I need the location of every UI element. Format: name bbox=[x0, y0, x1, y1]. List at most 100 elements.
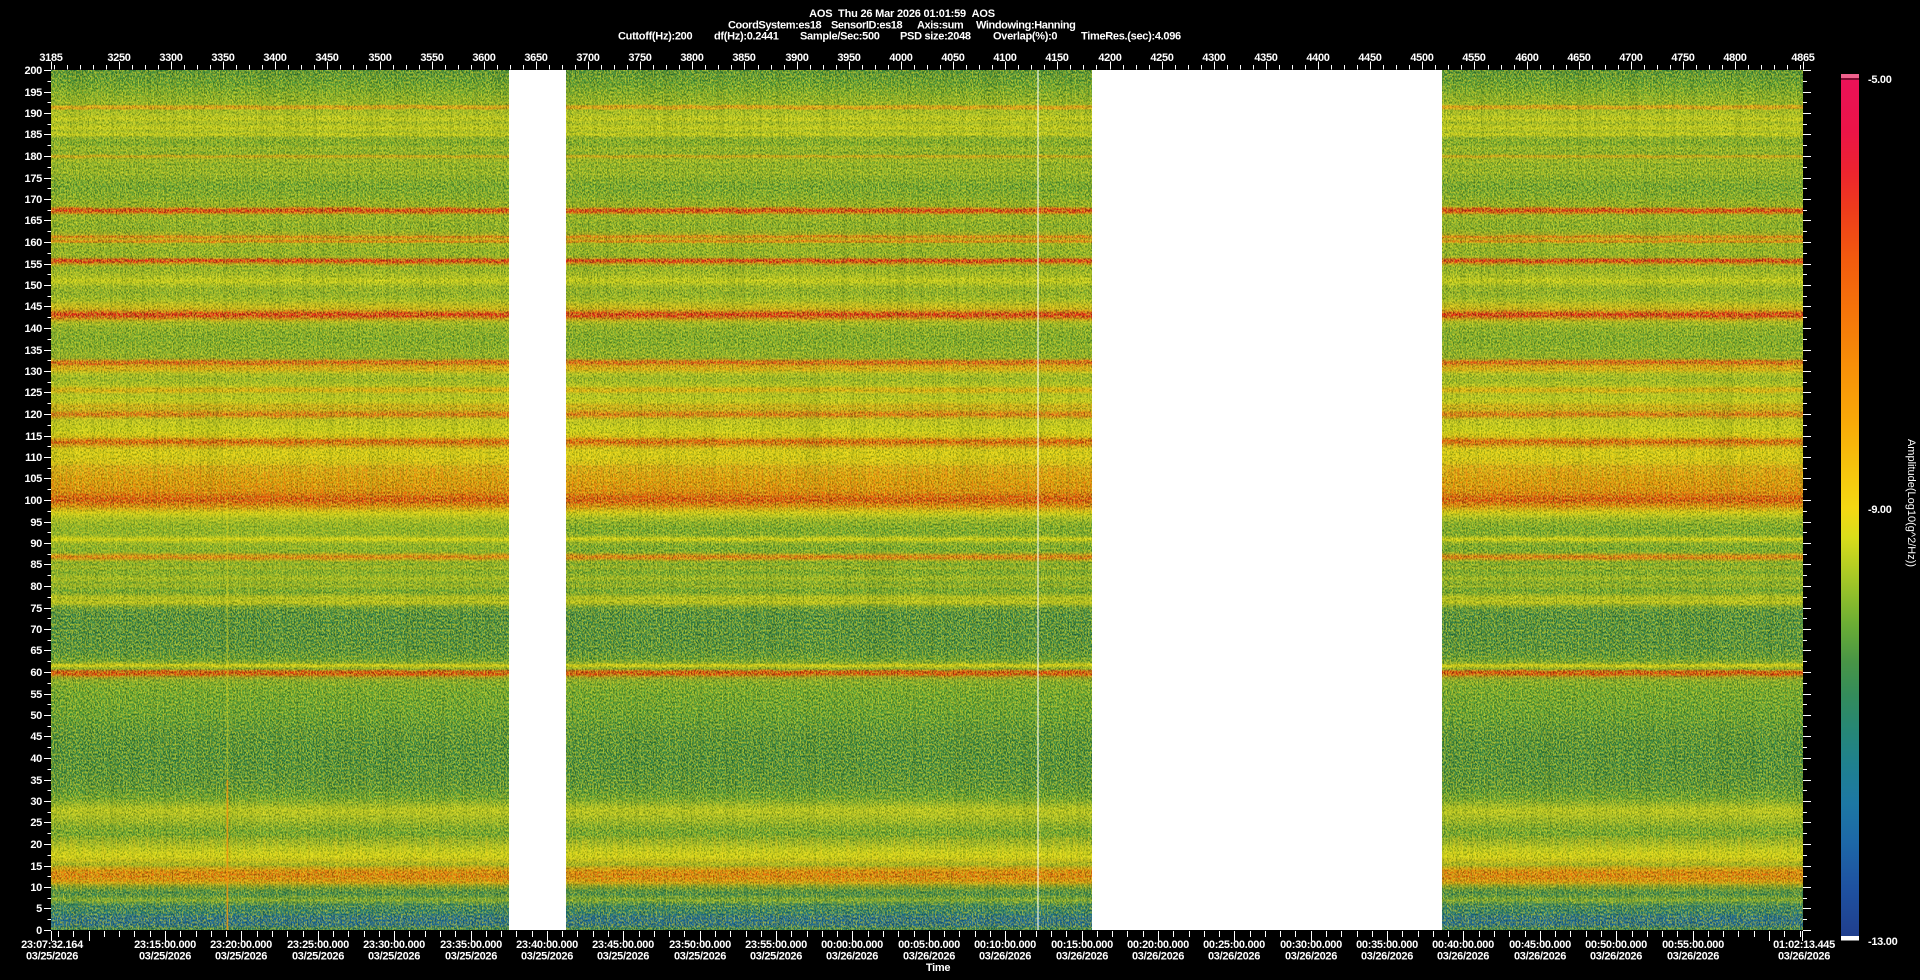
svg-text:145: 145 bbox=[25, 301, 43, 313]
svg-text:4150: 4150 bbox=[1045, 52, 1068, 64]
svg-text:00:10:00.000: 00:10:00.000 bbox=[974, 939, 1036, 951]
svg-text:Time: Time bbox=[926, 962, 950, 974]
svg-text:00:25:00.000: 00:25:00.000 bbox=[1203, 939, 1265, 951]
svg-text:CoordSystem:es18: CoordSystem:es18 bbox=[728, 20, 822, 32]
svg-text:150: 150 bbox=[25, 280, 43, 292]
svg-text:140: 140 bbox=[25, 323, 43, 335]
svg-text:130: 130 bbox=[25, 366, 43, 378]
svg-text:03/25/2026: 03/25/2026 bbox=[521, 951, 573, 963]
svg-text:3350: 3350 bbox=[211, 52, 234, 64]
svg-text:3550: 3550 bbox=[420, 52, 443, 64]
svg-text:75: 75 bbox=[30, 603, 42, 615]
svg-text:23:50:00.000: 23:50:00.000 bbox=[669, 939, 731, 951]
svg-text:4300: 4300 bbox=[1202, 52, 1225, 64]
svg-text:00:00:00.000: 00:00:00.000 bbox=[821, 939, 883, 951]
svg-text:4350: 4350 bbox=[1254, 52, 1277, 64]
svg-text:-13.00: -13.00 bbox=[1868, 936, 1898, 948]
svg-text:SensorID:es18: SensorID:es18 bbox=[831, 20, 903, 32]
svg-text:125: 125 bbox=[25, 387, 43, 399]
svg-text:3750: 3750 bbox=[628, 52, 651, 64]
svg-text:00:05:00.000: 00:05:00.000 bbox=[898, 939, 960, 951]
svg-text:4500: 4500 bbox=[1410, 52, 1433, 64]
svg-text:4865: 4865 bbox=[1791, 52, 1814, 64]
svg-text:03/26/2026: 03/26/2026 bbox=[1208, 951, 1260, 963]
svg-text:4450: 4450 bbox=[1358, 52, 1381, 64]
svg-text:23:15:00.000: 23:15:00.000 bbox=[134, 939, 196, 951]
svg-text:03/26/2026: 03/26/2026 bbox=[1514, 951, 1566, 963]
svg-text:15: 15 bbox=[30, 861, 42, 873]
svg-text:03/25/2026: 03/25/2026 bbox=[26, 951, 78, 963]
svg-text:-5.00: -5.00 bbox=[1868, 74, 1892, 86]
svg-text:3250: 3250 bbox=[107, 52, 130, 64]
svg-text:03/25/2026: 03/25/2026 bbox=[368, 951, 420, 963]
svg-text:4550: 4550 bbox=[1462, 52, 1485, 64]
svg-text:95: 95 bbox=[30, 517, 42, 529]
svg-text:4700: 4700 bbox=[1619, 52, 1642, 64]
svg-text:4600: 4600 bbox=[1515, 52, 1538, 64]
svg-text:135: 135 bbox=[25, 345, 43, 357]
svg-text:Sample/Sec:500: Sample/Sec:500 bbox=[800, 31, 880, 43]
svg-text:20: 20 bbox=[30, 839, 42, 851]
svg-text:195: 195 bbox=[25, 87, 43, 99]
svg-text:23:35:00.000: 23:35:00.000 bbox=[440, 939, 502, 951]
svg-text:160: 160 bbox=[25, 237, 43, 249]
svg-text:PSD size:2048: PSD size:2048 bbox=[900, 31, 971, 43]
svg-text:165: 165 bbox=[25, 215, 43, 227]
svg-text:03/26/2026: 03/26/2026 bbox=[903, 951, 955, 963]
svg-text:4750: 4750 bbox=[1671, 52, 1694, 64]
svg-text:10: 10 bbox=[30, 882, 42, 894]
svg-text:01:02:13.445: 01:02:13.445 bbox=[1773, 939, 1835, 951]
svg-text:Amplitude(Log10(g^2/Hz)): Amplitude(Log10(g^2/Hz)) bbox=[1905, 439, 1917, 567]
svg-text:100: 100 bbox=[25, 495, 43, 507]
svg-text:30: 30 bbox=[30, 796, 42, 808]
svg-text:45: 45 bbox=[30, 731, 42, 743]
svg-text:03/26/2026: 03/26/2026 bbox=[979, 951, 1031, 963]
svg-text:00:50:00.000: 00:50:00.000 bbox=[1585, 939, 1647, 951]
svg-text:03/26/2026: 03/26/2026 bbox=[1667, 951, 1719, 963]
svg-text:00:20:00.000: 00:20:00.000 bbox=[1127, 939, 1189, 951]
svg-text:115: 115 bbox=[25, 431, 42, 443]
svg-text:3300: 3300 bbox=[159, 52, 182, 64]
svg-text:00:40:00.000: 00:40:00.000 bbox=[1432, 939, 1494, 951]
svg-text:23:45:00.000: 23:45:00.000 bbox=[592, 939, 654, 951]
svg-text:3450: 3450 bbox=[315, 52, 338, 64]
svg-text:23:25:00.000: 23:25:00.000 bbox=[287, 939, 349, 951]
svg-text:50: 50 bbox=[30, 710, 42, 722]
svg-text:185: 185 bbox=[25, 129, 43, 141]
svg-text:3650: 3650 bbox=[524, 52, 547, 64]
svg-text:23:07:32.164: 23:07:32.164 bbox=[21, 939, 84, 951]
svg-text:4650: 4650 bbox=[1567, 52, 1590, 64]
svg-text:03/26/2026: 03/26/2026 bbox=[1285, 951, 1337, 963]
svg-text:Windowing:Hanning: Windowing:Hanning bbox=[976, 20, 1075, 32]
svg-text:03/26/2026: 03/26/2026 bbox=[1132, 951, 1184, 963]
svg-text:3850: 3850 bbox=[732, 52, 755, 64]
svg-text:40: 40 bbox=[30, 753, 42, 765]
svg-text:00:35:00.000: 00:35:00.000 bbox=[1356, 939, 1418, 951]
svg-text:00:55:00.000: 00:55:00.000 bbox=[1662, 939, 1724, 951]
svg-text:180: 180 bbox=[25, 151, 43, 163]
svg-text:Axis:sum: Axis:sum bbox=[917, 20, 964, 32]
svg-text:4100: 4100 bbox=[993, 52, 1016, 64]
svg-text:200: 200 bbox=[25, 65, 43, 77]
svg-text:03/26/2026: 03/26/2026 bbox=[1437, 951, 1489, 963]
svg-text:TimeRes.(sec):4.096: TimeRes.(sec):4.096 bbox=[1081, 31, 1181, 43]
svg-text:155: 155 bbox=[25, 259, 43, 271]
svg-text:3950: 3950 bbox=[837, 52, 860, 64]
svg-text:00:30:00.000: 00:30:00.000 bbox=[1280, 939, 1342, 951]
svg-text:4250: 4250 bbox=[1150, 52, 1173, 64]
svg-text:23:20:00.000: 23:20:00.000 bbox=[210, 939, 272, 951]
svg-text:03/26/2026: 03/26/2026 bbox=[1778, 951, 1830, 963]
svg-text:170: 170 bbox=[25, 194, 43, 206]
svg-text:3800: 3800 bbox=[680, 52, 703, 64]
svg-text:0: 0 bbox=[36, 925, 42, 937]
svg-text:03/25/2026: 03/25/2026 bbox=[597, 951, 649, 963]
svg-text:03/26/2026: 03/26/2026 bbox=[1056, 951, 1108, 963]
svg-text:55: 55 bbox=[30, 689, 42, 701]
svg-text:23:40:00.000: 23:40:00.000 bbox=[516, 939, 578, 951]
svg-text:4050: 4050 bbox=[941, 52, 964, 64]
svg-text:03/26/2026: 03/26/2026 bbox=[1590, 951, 1642, 963]
svg-text:120: 120 bbox=[25, 409, 43, 421]
svg-text:190: 190 bbox=[25, 108, 43, 120]
svg-text:03/25/2026: 03/25/2026 bbox=[674, 951, 726, 963]
svg-text:85: 85 bbox=[30, 559, 42, 571]
